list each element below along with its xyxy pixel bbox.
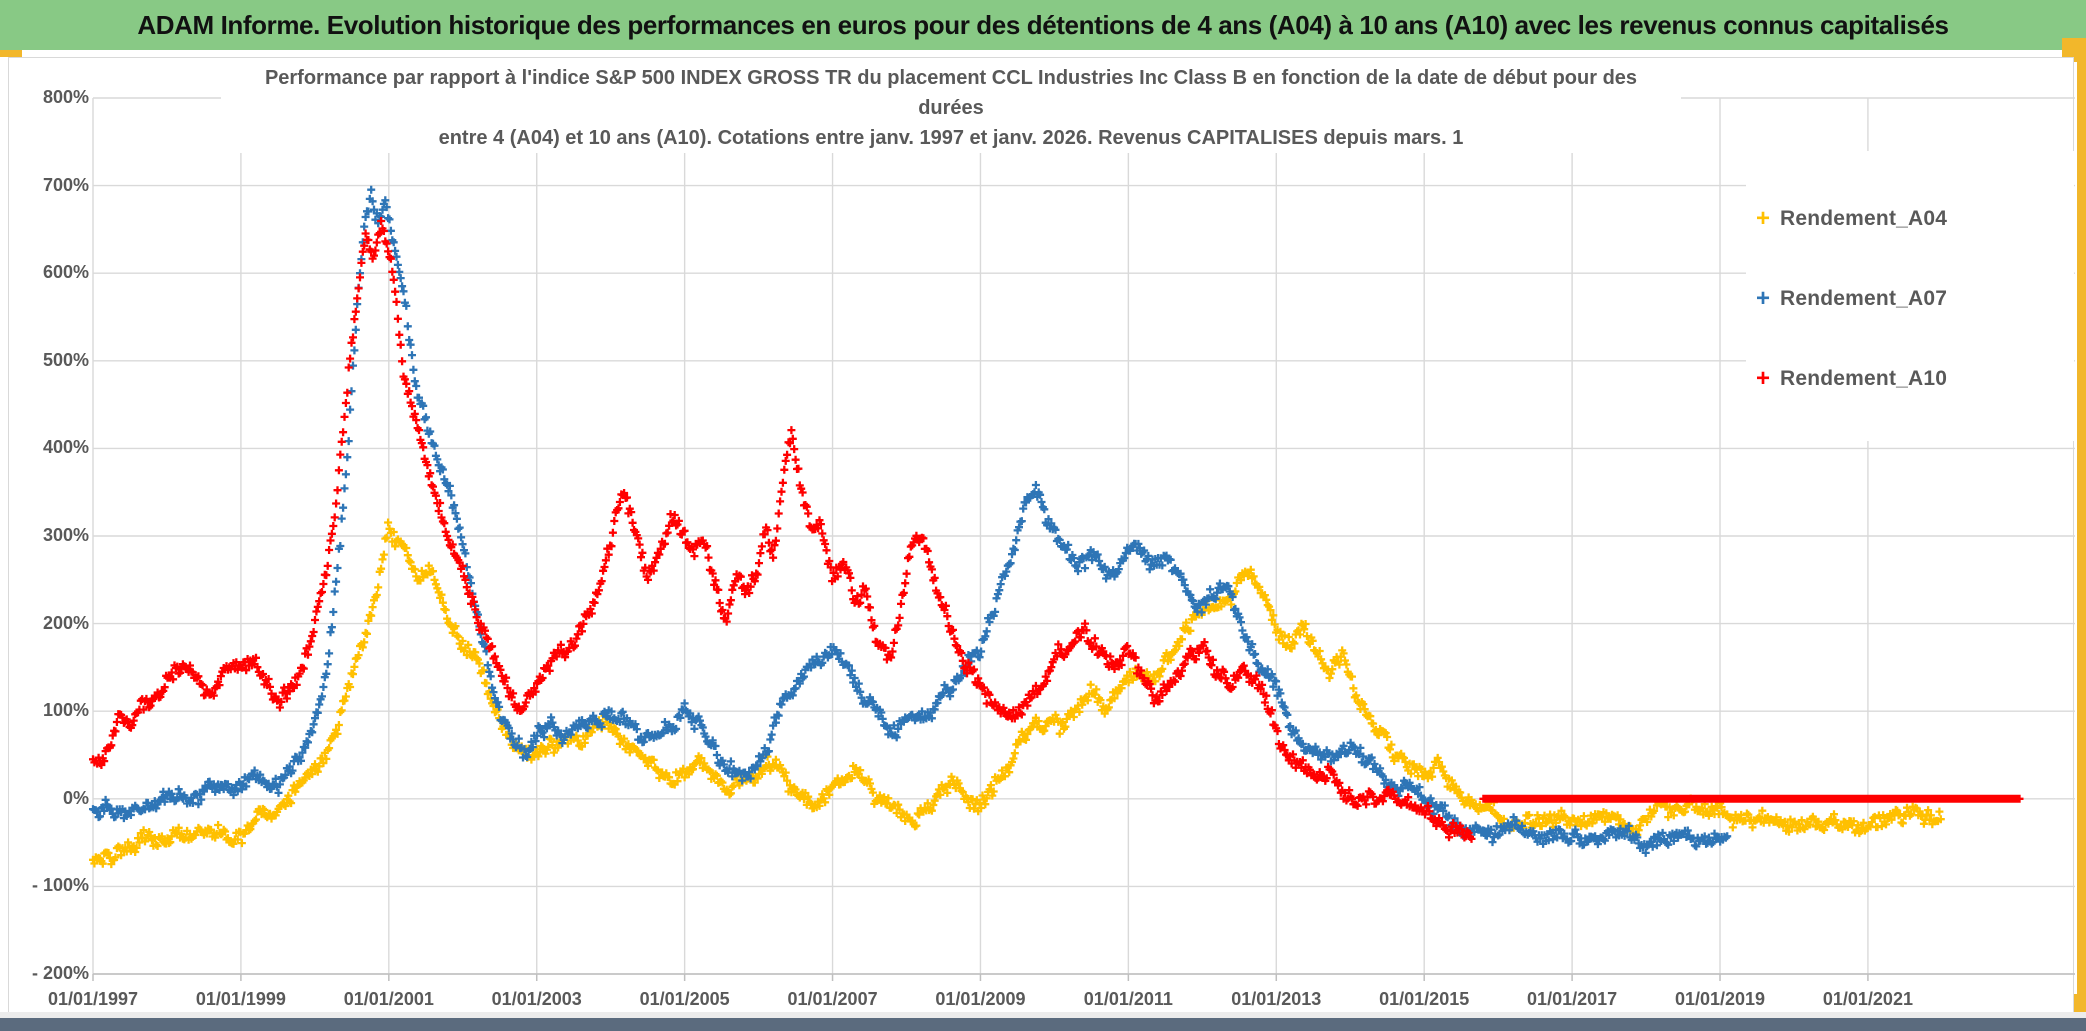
chart-area: 800% 700% 600% 500% 400% 300% 200% 100% 0% - 100%… xyxy=(8,57,2075,1013)
legend-item-rendement-a04: + Rendement_A04 xyxy=(1746,199,2074,239)
y-axis-label: 300% xyxy=(42,525,89,545)
y-axis-label: - 100% xyxy=(31,875,89,896)
banner-title: ADAM Informe. Evolution historique des p… xyxy=(137,9,1949,40)
accent-right-strip xyxy=(2077,50,2086,1012)
legend: + Rendement_A04 + Rendement_A07 + Rendem… xyxy=(1746,151,2074,441)
y-axis-label: 600% xyxy=(42,262,89,283)
banner: ADAM Informe. Evolution historique des p… xyxy=(0,0,2086,50)
plot-canvas xyxy=(89,97,2075,981)
y-axis-label: 800% xyxy=(42,87,89,107)
chart-title-line2: durées xyxy=(918,97,984,119)
x-axis-label: 01/01/2001 xyxy=(343,989,434,1009)
legend-label: Rendement_A04 xyxy=(1780,207,1948,230)
legend-item-rendement-a10: + Rendement_A10 xyxy=(1746,359,2074,399)
legend-label: Rendement_A07 xyxy=(1780,287,1948,310)
plus-marker-icon: + xyxy=(1755,205,1770,232)
x-axis-label: 01/01/2011 xyxy=(1083,989,1173,1009)
y-axis-label: - 200% xyxy=(31,963,89,983)
y-axis-label: 200% xyxy=(42,612,89,633)
legend-item-rendement-a07: + Rendement_A07 xyxy=(1746,279,2074,319)
bottom-bar xyxy=(0,1018,2086,1031)
x-axis-label: 01/01/2007 xyxy=(787,989,878,1009)
series-rendement_a07 xyxy=(89,185,1732,857)
x-axis-label: 01/01/2003 xyxy=(491,989,582,1009)
series-rendement_a10 xyxy=(89,217,2024,843)
bottom-divider xyxy=(0,1012,2086,1018)
x-axis-label: 01/01/1997 xyxy=(47,989,139,1009)
y-axis-label: 0% xyxy=(62,787,89,808)
x-axis-label: 01/01/1999 xyxy=(195,989,286,1009)
x-axis-label: 01/01/2021 xyxy=(1822,989,1913,1009)
x-axis-label: 01/01/2015 xyxy=(1379,989,1470,1009)
x-axis-label: 01/01/2013 xyxy=(1231,989,1322,1009)
chart-title-line3: entre 4 (A04) et 10 ans (A10). Cotations… xyxy=(438,127,1464,149)
series-rendement_a04 xyxy=(89,518,1945,869)
legend-label: Rendement_A10 xyxy=(1780,367,1948,390)
accent-top-left xyxy=(0,50,22,57)
y-axis-label: 100% xyxy=(42,700,89,721)
plus-marker-icon: + xyxy=(1755,285,1770,312)
y-axis-label: 700% xyxy=(42,174,89,195)
x-axis-label: 01/01/2009 xyxy=(935,989,1026,1009)
chart-title-line1: Performance par rapport à l'indice S&P 5… xyxy=(264,67,1638,89)
x-axis-label: 01/01/2017 xyxy=(1527,989,1618,1009)
plus-marker-icon: + xyxy=(1755,365,1770,392)
x-axis-label: 01/01/2005 xyxy=(639,989,730,1009)
y-axis-label: 500% xyxy=(42,349,89,370)
chart-title: Performance par rapport à l'indice S&P 5… xyxy=(221,63,1681,153)
x-axis-label: 01/01/2019 xyxy=(1674,989,1766,1009)
y-axis-label: 400% xyxy=(42,437,89,458)
